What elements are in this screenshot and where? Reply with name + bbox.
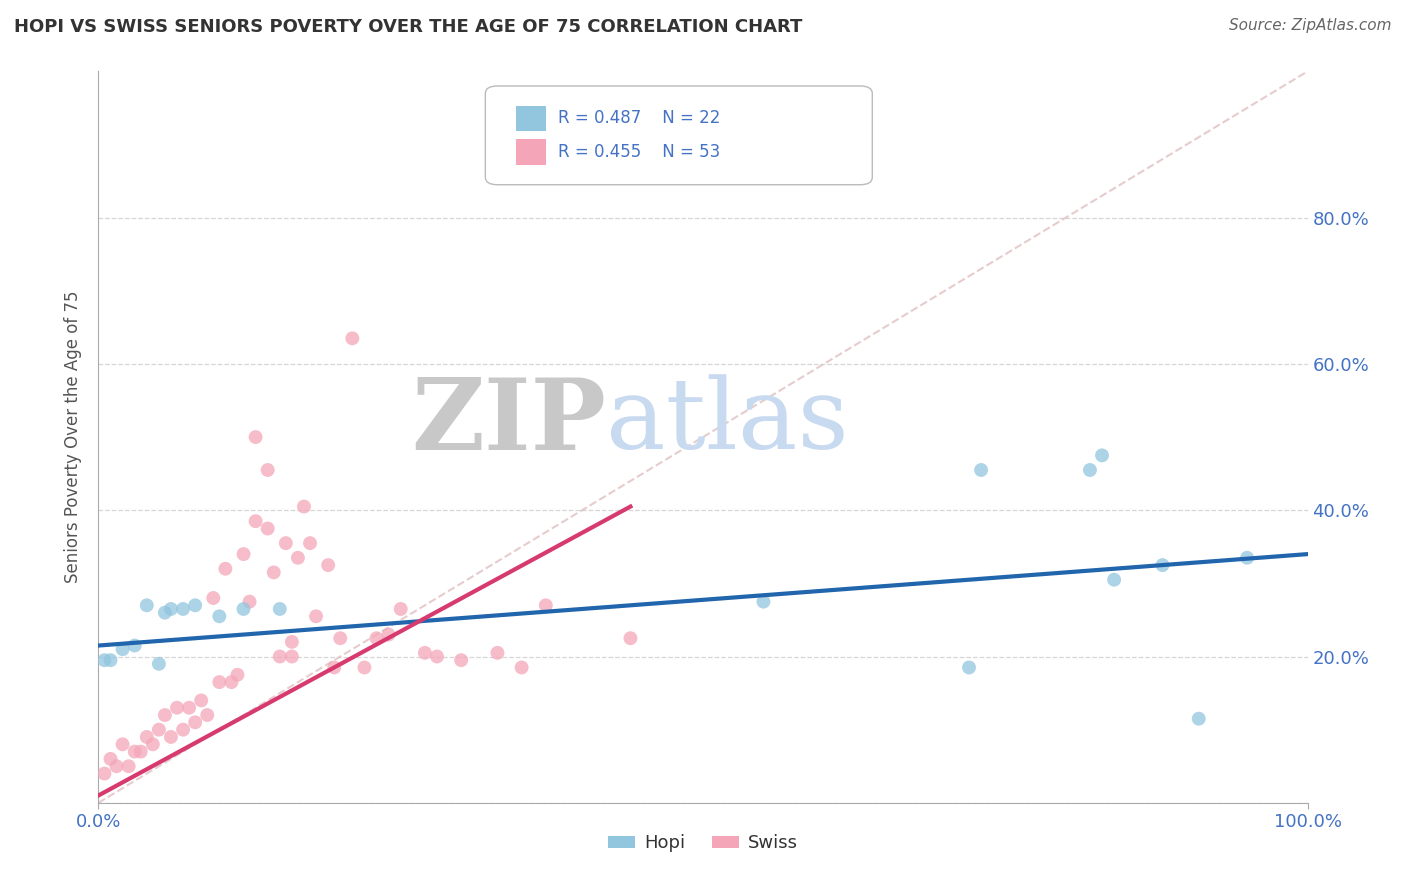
Point: [353, 660, 375, 674]
Point: [221, 675, 243, 690]
Text: Source: ZipAtlas.com: Source: ZipAtlas.com: [1229, 18, 1392, 33]
Point: [1091, 448, 1114, 462]
Point: [160, 730, 183, 744]
Point: [619, 632, 641, 646]
Point: [281, 635, 304, 649]
Point: [299, 536, 322, 550]
Point: [111, 642, 134, 657]
Point: [93, 653, 115, 667]
Text: R = 0.487    N = 22: R = 0.487 N = 22: [558, 109, 720, 128]
Point: [316, 558, 339, 573]
Point: [263, 566, 285, 580]
Point: [184, 715, 207, 730]
Point: [305, 609, 328, 624]
Point: [160, 602, 183, 616]
Point: [190, 693, 212, 707]
Point: [329, 632, 352, 646]
Point: [153, 606, 176, 620]
Point: [232, 602, 254, 616]
Point: [389, 602, 412, 616]
Point: [342, 331, 364, 345]
Text: HOPI VS SWISS SENIORS POVERTY OVER THE AGE OF 75 CORRELATION CHART: HOPI VS SWISS SENIORS POVERTY OVER THE A…: [14, 18, 803, 36]
Point: [100, 752, 122, 766]
Point: [111, 737, 134, 751]
Bar: [516, 139, 546, 165]
Point: [292, 500, 315, 514]
Point: [208, 609, 231, 624]
Point: [323, 660, 346, 674]
Bar: [516, 106, 546, 131]
Point: [179, 700, 201, 714]
Point: [105, 759, 128, 773]
Point: [256, 521, 278, 535]
Point: [970, 463, 993, 477]
Point: [208, 675, 231, 690]
Point: [148, 723, 170, 737]
Point: [232, 547, 254, 561]
Point: [184, 599, 207, 613]
Point: [93, 766, 115, 780]
Text: R = 0.455    N = 53: R = 0.455 N = 53: [558, 143, 720, 161]
Point: [135, 599, 157, 613]
Point: [129, 745, 152, 759]
Point: [124, 639, 146, 653]
Point: [239, 594, 262, 608]
Y-axis label: Seniors Poverty Over the Age of 75: Seniors Poverty Over the Age of 75: [65, 291, 83, 583]
Point: [256, 463, 278, 477]
Point: [510, 660, 533, 674]
Legend: Hopi, Swiss: Hopi, Swiss: [600, 827, 806, 860]
Point: [413, 646, 436, 660]
Point: [957, 660, 980, 674]
Point: [450, 653, 472, 667]
Point: [202, 591, 225, 605]
Text: ZIP: ZIP: [412, 374, 606, 471]
Point: [1078, 463, 1101, 477]
Point: [274, 536, 297, 550]
Point: [142, 737, 165, 751]
Point: [486, 646, 509, 660]
Point: [752, 594, 775, 608]
Point: [100, 653, 122, 667]
Point: [269, 602, 291, 616]
Point: [245, 430, 267, 444]
Point: [377, 627, 399, 641]
Point: [1152, 558, 1174, 573]
Point: [148, 657, 170, 671]
Point: [124, 745, 146, 759]
Point: [226, 667, 249, 681]
Point: [1188, 712, 1211, 726]
Text: atlas: atlas: [606, 375, 849, 470]
Point: [269, 649, 291, 664]
Point: [153, 708, 176, 723]
Point: [118, 759, 141, 773]
Point: [281, 649, 304, 664]
Point: [1236, 550, 1258, 565]
Point: [172, 602, 194, 616]
FancyBboxPatch shape: [485, 86, 872, 185]
Point: [426, 649, 449, 664]
Point: [172, 723, 194, 737]
Point: [245, 514, 267, 528]
Point: [214, 562, 236, 576]
Point: [166, 700, 188, 714]
Point: [135, 730, 157, 744]
Point: [287, 550, 309, 565]
Point: [1102, 573, 1125, 587]
Point: [366, 632, 388, 646]
Point: [195, 708, 218, 723]
Point: [534, 599, 557, 613]
